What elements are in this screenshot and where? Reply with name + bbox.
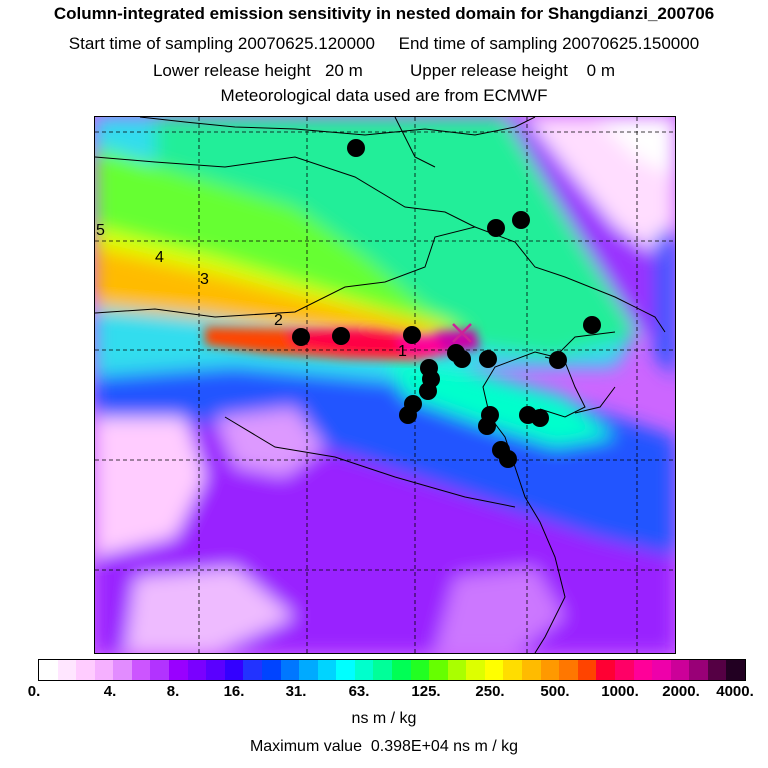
colorbar-segment bbox=[169, 660, 188, 680]
colorbar-segment bbox=[373, 660, 392, 680]
receptor-x-marker bbox=[452, 323, 472, 343]
colorbar-segment bbox=[726, 660, 745, 680]
colorbar-tick-label: 1000. bbox=[601, 683, 639, 700]
colorbar-segment bbox=[429, 660, 448, 680]
contour-level-labels: 1 2 3 4 5 bbox=[96, 222, 407, 360]
colorbar bbox=[38, 659, 746, 681]
colorbar-segment bbox=[336, 660, 355, 680]
contour-label-1: 1 bbox=[398, 343, 407, 360]
colorbar-segment bbox=[187, 660, 207, 680]
colorbar-tick-label: 8. bbox=[166, 683, 180, 700]
colorbar-segment bbox=[76, 660, 95, 680]
colorbar-tick-label: 4000. bbox=[716, 683, 754, 700]
colorbar-segment bbox=[150, 660, 170, 680]
station-icon bbox=[583, 316, 601, 334]
station-icon bbox=[478, 417, 496, 435]
colorbar-tick-label: 0. bbox=[27, 683, 41, 700]
colorbar-tick-label: 63. bbox=[348, 683, 370, 700]
colorbar-segment bbox=[410, 660, 430, 680]
colorbar-tick-label: 125. bbox=[411, 683, 441, 700]
station-icon bbox=[403, 326, 421, 344]
station-icon bbox=[549, 351, 567, 369]
colorbar-tick-label: 500. bbox=[540, 683, 570, 700]
station-icon bbox=[487, 219, 505, 237]
colorbar-unit-label: ns m / kg bbox=[351, 710, 417, 727]
station-icon bbox=[531, 409, 549, 427]
colorbar-segment bbox=[577, 660, 597, 680]
colorbar-segment bbox=[57, 660, 77, 680]
station-icon bbox=[419, 382, 437, 400]
colorbar-segment bbox=[280, 660, 300, 680]
station-icon bbox=[479, 350, 497, 368]
sampling-time-line: Start time of sampling 20070625.120000 E… bbox=[68, 34, 700, 53]
colorbar-segment bbox=[299, 660, 318, 680]
met-data-line: Meteorological data used are from ECMWF bbox=[220, 86, 548, 105]
colorbar-segment bbox=[689, 660, 708, 680]
colorbar-segment bbox=[317, 660, 337, 680]
colorbar-segment bbox=[652, 660, 671, 680]
station-icon bbox=[347, 139, 365, 157]
colorbar-segment bbox=[484, 660, 504, 680]
colorbar-segment bbox=[559, 660, 578, 680]
colorbar-tick-label: 16. bbox=[223, 683, 245, 700]
colorbar-segment bbox=[596, 660, 615, 680]
colorbar-segment bbox=[131, 660, 151, 680]
contour-label-3: 3 bbox=[200, 271, 209, 288]
contour-label-4: 4 bbox=[155, 249, 164, 266]
contour-label-2: 2 bbox=[274, 312, 283, 329]
contour-label-5: 5 bbox=[96, 222, 105, 239]
colorbar-segment bbox=[614, 660, 634, 680]
colorbar-segment bbox=[39, 660, 58, 680]
colorbar-tick-label: 250. bbox=[475, 683, 505, 700]
coastline-borders bbox=[95, 117, 666, 653]
station-icon bbox=[453, 350, 471, 368]
station-markers bbox=[292, 139, 601, 468]
colorbar-segment bbox=[670, 660, 690, 680]
colorbar-segment bbox=[707, 660, 727, 680]
colorbar-segment bbox=[243, 660, 262, 680]
maximum-value-label: Maximum value 0.398E+04 ns m / kg bbox=[249, 738, 519, 755]
colorbar-tick-label: 4. bbox=[103, 683, 117, 700]
lat-lon-grid bbox=[95, 117, 675, 653]
station-icon bbox=[399, 406, 417, 424]
colorbar-segment bbox=[354, 660, 374, 680]
colorbar-segment bbox=[113, 660, 132, 680]
colorbar-segment bbox=[206, 660, 225, 680]
station-icon bbox=[292, 328, 310, 346]
colorbar-segment bbox=[447, 660, 467, 680]
sensitivity-map: 1 2 3 4 5 bbox=[94, 116, 676, 654]
colorbar-segment bbox=[94, 660, 114, 680]
colorbar-segment bbox=[503, 660, 523, 680]
colorbar-segment bbox=[540, 660, 560, 680]
colorbar-segment bbox=[224, 660, 244, 680]
colorbar-segment bbox=[633, 660, 653, 680]
colorbar-tick-labels: 0. 4. 8. 16. 31. 63. 125. 250. 500. 1000… bbox=[0, 683, 768, 705]
map-title: Column-integrated emission sensitivity i… bbox=[53, 4, 715, 23]
station-icon bbox=[512, 211, 530, 229]
colorbar-tick-label: 2000. bbox=[662, 683, 700, 700]
colorbar-tick-label: 31. bbox=[285, 683, 307, 700]
colorbar-segment bbox=[466, 660, 485, 680]
colorbar-segment bbox=[522, 660, 541, 680]
station-icon bbox=[332, 327, 350, 345]
sensitivity-field bbox=[95, 117, 675, 653]
station-icon bbox=[499, 450, 517, 468]
colorbar-segment bbox=[391, 660, 411, 680]
release-height-line: Lower release height 20 m Upper release … bbox=[152, 61, 616, 80]
colorbar-segment bbox=[261, 660, 281, 680]
